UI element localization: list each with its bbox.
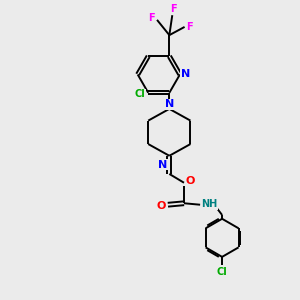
Text: N: N — [165, 100, 174, 110]
Text: N: N — [181, 70, 190, 80]
Text: O: O — [157, 201, 166, 211]
Text: NH: NH — [201, 199, 218, 209]
Text: F: F — [170, 4, 177, 14]
Text: F: F — [148, 14, 155, 23]
Text: F: F — [187, 22, 193, 32]
Text: Cl: Cl — [135, 89, 146, 99]
Text: Cl: Cl — [217, 267, 227, 277]
Text: N: N — [158, 160, 167, 170]
Text: O: O — [186, 176, 195, 186]
